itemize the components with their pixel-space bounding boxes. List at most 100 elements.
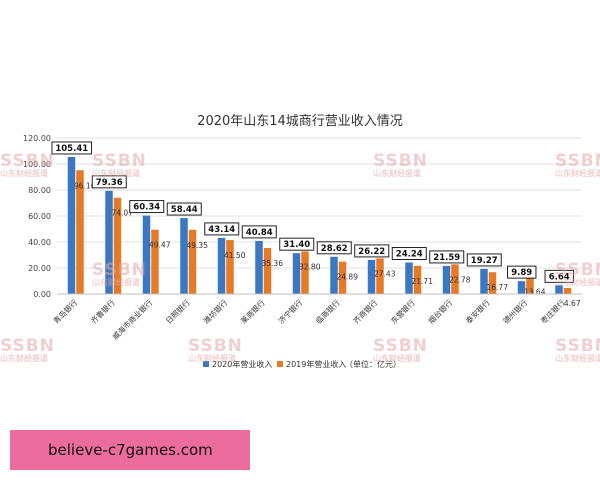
data-label-2019: 13.64 — [524, 287, 546, 296]
data-label-2019: 32.80 — [299, 262, 321, 271]
data-label-2019: 21.71 — [412, 277, 434, 286]
x-category-label: 齐商银行 — [351, 297, 380, 326]
bar-2020 — [442, 265, 451, 294]
data-label-box — [391, 246, 427, 260]
legend-label-2020: 2020年营业收入 — [212, 359, 272, 369]
data-label-2020: 19.27 — [471, 256, 498, 266]
y-tick-label: 20.00 — [28, 264, 51, 273]
bar-2020 — [105, 190, 113, 294]
data-label-2020: 60.34 — [133, 203, 160, 213]
chart-title: 2020年山东14城商行营业收入情况 — [197, 114, 403, 129]
bar-2020 — [292, 253, 301, 294]
x-category-label: 泰安银行 — [463, 297, 492, 326]
bar-2020 — [255, 240, 263, 294]
data-label-2020: 105.41 — [55, 144, 88, 154]
data-label-2019: 96.16 — [74, 181, 96, 190]
bar-2020 — [180, 218, 188, 294]
legend-label-2019: 2019年营业收入 — [286, 359, 346, 369]
data-label-2019: 41.50 — [224, 251, 246, 260]
data-label-2019: 24.89 — [337, 273, 359, 282]
x-category-label: 齐鲁银行 — [88, 297, 117, 326]
data-label-box — [544, 269, 574, 283]
legend-swatch-2019 — [277, 361, 283, 367]
x-category-label: 青岛银行 — [51, 297, 80, 326]
x-category-label: 日照银行 — [163, 297, 192, 326]
x-category-label: 德州银行 — [501, 297, 530, 326]
x-category-label: 东营银行 — [388, 297, 417, 326]
bar-2019 — [301, 251, 309, 294]
bar-2019 — [113, 197, 122, 294]
data-label-2020: 43.14 — [208, 225, 235, 235]
bar-2020 — [555, 285, 563, 294]
data-label-2019: 49.47 — [149, 241, 171, 250]
bar-2019 — [376, 258, 384, 294]
data-label-2019: 49.35 — [187, 241, 209, 250]
bar-2019 — [226, 240, 234, 294]
x-category-label: 威海市商业银行 — [110, 297, 155, 342]
data-label-box — [51, 141, 93, 155]
bar-2020 — [330, 256, 338, 294]
bar-2020 — [142, 215, 151, 294]
data-label-box — [241, 225, 277, 239]
x-category-label: 烟台银行 — [426, 297, 455, 326]
data-label-box — [429, 250, 465, 264]
y-tick-label: 60.00 — [28, 212, 51, 221]
data-label-2020: 26.22 — [358, 247, 385, 257]
data-label-2019: 74.07 — [112, 209, 134, 218]
data-label-2020: 40.84 — [246, 228, 273, 238]
y-tick-label: 120.00 — [23, 134, 51, 143]
data-label-2020: 24.24 — [396, 249, 423, 259]
data-label-box — [507, 265, 537, 279]
x-category-label: 临商银行 — [313, 297, 342, 326]
data-label-2020: 21.59 — [433, 253, 460, 263]
data-label-box — [354, 244, 390, 258]
data-label-2019: 27.43 — [374, 269, 396, 278]
bar-2020 — [67, 156, 76, 294]
chart-card: 2020年山东14城商行营业收入情况 0.00 20.00 40.00 60.00 80.… — [0, 80, 600, 390]
data-label-2020: 79.36 — [96, 178, 123, 188]
bar-2020 — [480, 268, 488, 294]
y-tick-label: 0.00 — [33, 290, 51, 299]
x-category-label: 莱商银行 — [238, 297, 267, 326]
y-tick-label: 80.00 — [28, 186, 51, 195]
data-label-box — [279, 237, 315, 251]
data-label-box — [166, 202, 202, 216]
bar-2020 — [367, 259, 376, 294]
bar-2020 — [405, 262, 413, 294]
bar-2019 — [151, 229, 159, 294]
data-label-2020: 58.44 — [171, 205, 198, 215]
legend-unit-note: （单位：亿元） — [345, 359, 401, 369]
data-label-2019: 22.78 — [449, 275, 471, 284]
bar-2019 — [526, 276, 534, 294]
bar-2019 — [563, 287, 572, 294]
bar-2019 — [188, 229, 197, 294]
data-label-box — [204, 222, 240, 236]
data-label-2019: 35.36 — [262, 259, 284, 268]
data-label-box — [316, 241, 352, 255]
bar-2019 — [413, 265, 422, 294]
bar-2019 — [451, 264, 459, 294]
data-label-2020: 28.62 — [321, 244, 348, 254]
data-label-box — [91, 175, 127, 189]
data-label-2020: 6.64 — [549, 272, 570, 282]
y-tick-label: 100.00 — [23, 160, 51, 169]
x-category-label: 潍坊银行 — [201, 297, 230, 326]
legend-swatch-2020 — [203, 361, 209, 367]
banner-text[interactable]: believe-c7games.com — [48, 441, 213, 459]
bar-chart: 2020年山东14城商行营业收入情况 0.00 20.00 40.00 60.00 80.… — [23, 114, 582, 369]
ad-banner[interactable]: believe-c7games.com — [10, 430, 250, 470]
data-label-2019: 16.77 — [487, 283, 509, 292]
data-label-box — [129, 200, 165, 214]
bar-2019 — [76, 170, 84, 294]
data-label-box — [466, 253, 502, 267]
data-label-2020: 31.40 — [283, 240, 310, 250]
bar-2019 — [263, 248, 272, 294]
